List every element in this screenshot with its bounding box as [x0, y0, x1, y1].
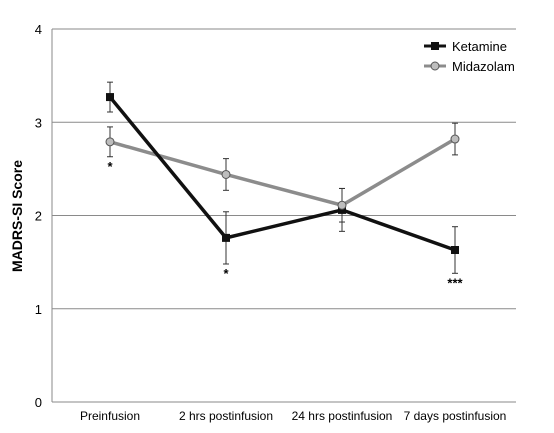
significance-marker: *	[223, 266, 229, 281]
x-tick-label: 24 hrs postinfusion	[292, 409, 393, 423]
series-line-ketamine	[108, 95, 456, 252]
data-point-midazolam	[450, 134, 460, 144]
y-axis-label: MADRS-SI Score	[9, 160, 25, 272]
data-point-midazolam	[337, 200, 347, 210]
y-tick-labels: 0 1 2 3 4	[35, 22, 42, 410]
series-group	[105, 81, 460, 274]
data-point-ketamine	[222, 233, 230, 242]
legend-swatch-marker	[431, 42, 439, 50]
legend-item-midazolam: Midazolam	[424, 59, 515, 74]
data-point-midazolam	[221, 169, 231, 179]
significance-marker: *	[107, 159, 113, 174]
legend-label: Ketamine	[452, 39, 507, 54]
significance-marker: ***	[447, 275, 463, 290]
x-tick-label: Preinfusion	[80, 409, 140, 423]
legend-label: Midazolam	[452, 59, 515, 74]
x-tick-label: 7 days postinfusion	[404, 409, 507, 423]
series-line-midazolam	[109, 137, 456, 208]
legend-item-ketamine: Ketamine	[424, 39, 507, 54]
y-tick-label: 0	[35, 395, 42, 410]
data-point-ketamine	[451, 246, 459, 255]
gridlines	[52, 28, 516, 310]
y-tick-label: 1	[35, 302, 42, 317]
axes	[51, 29, 516, 403]
data-point-ketamine	[106, 93, 114, 102]
x-tick-label: 2 hrs postinfusion	[179, 409, 273, 423]
significance-annotations: *****	[107, 159, 463, 291]
legend-swatch-marker	[430, 61, 440, 71]
y-tick-label: 2	[35, 209, 42, 224]
data-point-midazolam	[105, 137, 115, 147]
y-tick-label: 3	[35, 115, 42, 130]
x-tick-labels: Preinfusion 2 hrs postinfusion 24 hrs post…	[80, 409, 506, 423]
data-point-ketamine	[338, 205, 346, 214]
legend: Ketamine Midazolam	[424, 39, 515, 74]
y-tick-label: 4	[35, 22, 42, 37]
